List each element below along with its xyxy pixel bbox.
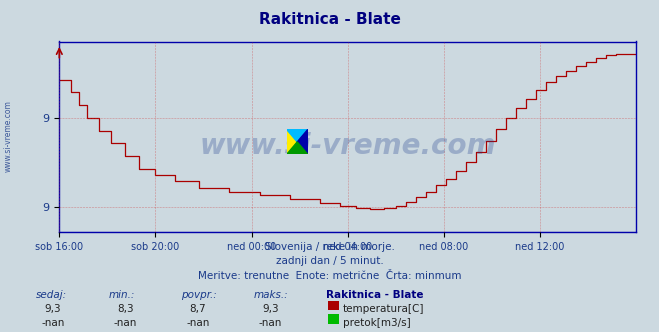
Text: 8,3: 8,3 (117, 304, 134, 314)
Text: 8,7: 8,7 (189, 304, 206, 314)
Text: povpr.:: povpr.: (181, 290, 217, 299)
Text: Rakitnica - Blate: Rakitnica - Blate (326, 290, 424, 299)
Text: www.si-vreme.com: www.si-vreme.com (3, 100, 13, 172)
Text: pretok[m3/s]: pretok[m3/s] (343, 318, 411, 328)
Text: Meritve: trenutne  Enote: metrične  Črta: minmum: Meritve: trenutne Enote: metrične Črta: … (198, 271, 461, 281)
Polygon shape (287, 129, 297, 154)
Text: 9,3: 9,3 (44, 304, 61, 314)
Text: maks.:: maks.: (254, 290, 289, 299)
Text: 9,3: 9,3 (262, 304, 279, 314)
Polygon shape (297, 129, 308, 154)
Text: temperatura[C]: temperatura[C] (343, 304, 424, 314)
Text: -nan: -nan (41, 318, 65, 328)
Text: -nan: -nan (186, 318, 210, 328)
Text: sedaj:: sedaj: (36, 290, 67, 299)
Text: zadnji dan / 5 minut.: zadnji dan / 5 minut. (275, 256, 384, 266)
Polygon shape (287, 129, 308, 142)
Text: Rakitnica - Blate: Rakitnica - Blate (258, 12, 401, 27)
Text: -nan: -nan (258, 318, 282, 328)
Text: www.si-vreme.com: www.si-vreme.com (200, 132, 496, 160)
Polygon shape (287, 142, 308, 154)
Text: Slovenija / reke in morje.: Slovenija / reke in morje. (264, 242, 395, 252)
Text: min.:: min.: (109, 290, 135, 299)
Text: -nan: -nan (113, 318, 137, 328)
